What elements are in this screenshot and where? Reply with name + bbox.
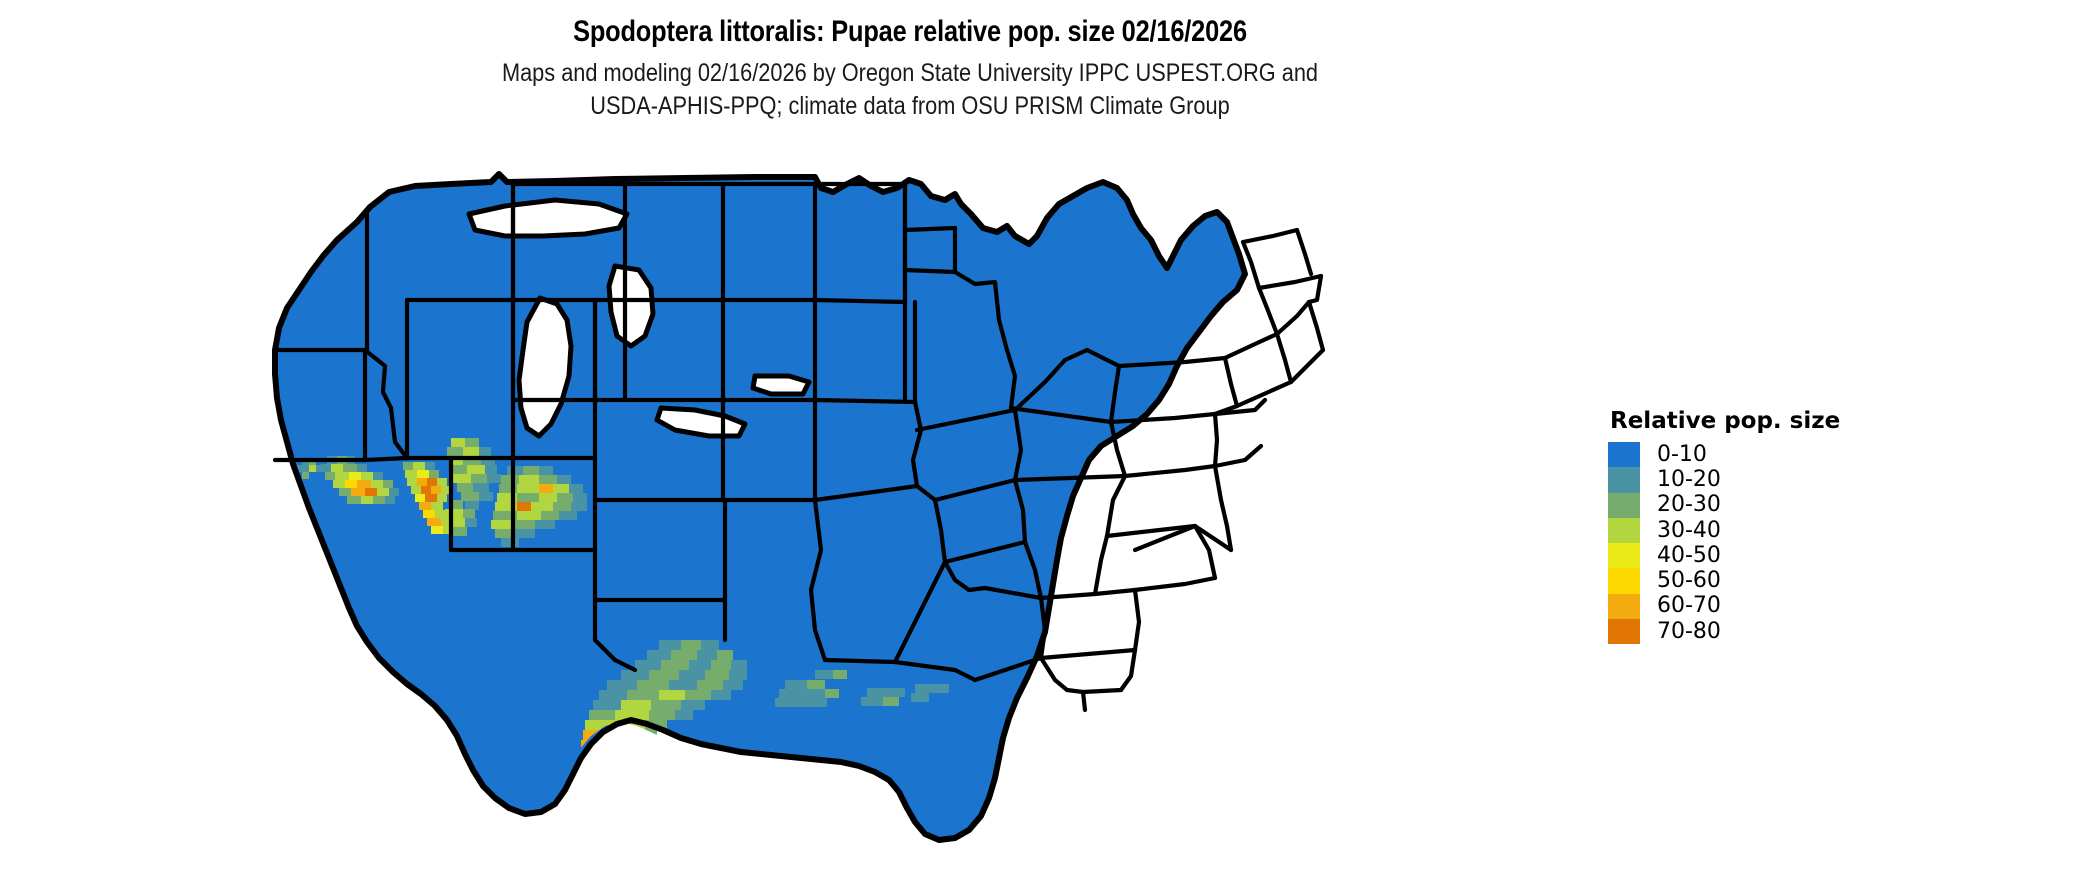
- legend-entry-label: 0-10: [1657, 441, 1707, 467]
- legend-entry-label: 50-60: [1657, 568, 1721, 594]
- legend-entry: 60-70: [1608, 593, 2028, 620]
- legend-color-swatch: [1608, 517, 1640, 544]
- subtitle-line-2: USDA-APHIS-PPQ; climate data from OSU PR…: [590, 92, 1230, 121]
- legend-entry: 20-30: [1608, 492, 2028, 518]
- legend-entry-label: 20-30: [1657, 492, 1721, 518]
- national-outline: [272, 171, 1248, 843]
- lake-huron: [606, 263, 656, 349]
- region-gulf-coast: [775, 670, 949, 707]
- legend-color-swatch: [1608, 619, 1640, 645]
- legend-color-swatch: [1608, 442, 1640, 468]
- lake-ontario: [750, 373, 812, 397]
- legend-entry-label: 10-20: [1657, 466, 1721, 492]
- title-block: Spodoptera littoralis: Pupae relative po…: [0, 14, 1820, 125]
- legend-entry-label: 30-40: [1657, 517, 1721, 543]
- legend-entry-label: 60-70: [1657, 593, 1721, 619]
- region-lower-colorado: [445, 438, 501, 536]
- legend-color-swatch: [1608, 593, 1640, 620]
- legend-entry: 10-20: [1608, 466, 2028, 493]
- subtitle-line-1: Maps and modeling 02/16/2026 by Oregon S…: [501, 59, 1319, 88]
- map-legend: Relative pop. size 0-10 10-20 20-30 30-40 40…: [1608, 408, 2028, 645]
- region-florida: [1083, 708, 1157, 858]
- legend-entry-label: 40-50: [1657, 542, 1721, 568]
- legend-entry: 30-40: [1608, 517, 2028, 544]
- legend-color-swatch: [1608, 543, 1640, 569]
- legend-color-swatch: [1608, 467, 1640, 493]
- us-choropleth-map: [255, 170, 1345, 890]
- subtitle-block: Maps and modeling 02/16/2026 by Oregon S…: [118, 59, 1701, 125]
- legend-entry-list: 0-10 10-20 20-30 30-40 40-50 50-60 60-70 70-80: [1608, 441, 2028, 645]
- legend-entry: 50-60: [1608, 568, 2028, 594]
- legend-color-swatch: [1608, 568, 1640, 594]
- state-boundaries: [272, 181, 1326, 713]
- legend-entry: 40-50: [1608, 542, 2028, 569]
- legend-entry: 70-80: [1608, 618, 2028, 645]
- legend-color-swatch: [1608, 492, 1640, 518]
- region-southern-california: [288, 456, 453, 534]
- page-title: Spodoptera littoralis: Pupae relative po…: [573, 15, 1247, 48]
- lake-superior: [466, 197, 630, 239]
- us-map-svg: [272, 171, 1326, 858]
- legend-entry-label: 70-80: [1657, 618, 1721, 644]
- legend-title: Relative pop. size: [1610, 408, 1841, 434]
- legend-entry: 0-10: [1608, 441, 2028, 468]
